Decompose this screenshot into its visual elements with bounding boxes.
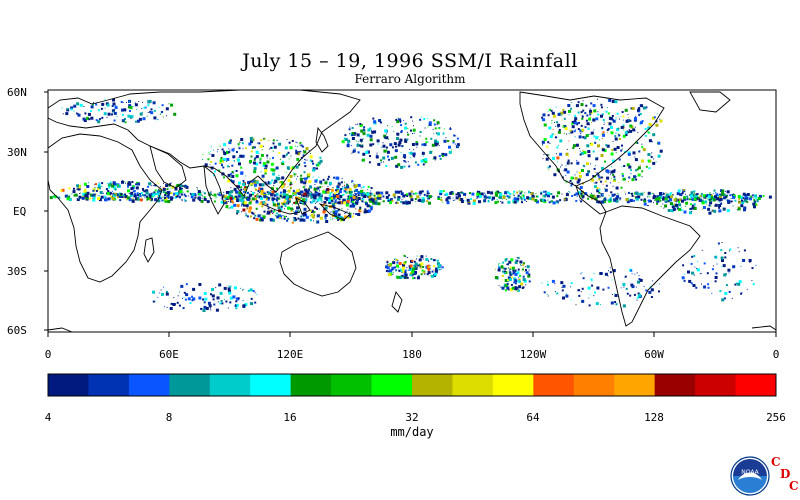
lat-label-60s: 60S	[7, 324, 27, 337]
colorbar-swatch	[452, 374, 494, 396]
noaa-logo: NOAA	[730, 456, 770, 496]
lon-label-60e: 60E	[159, 348, 179, 361]
rainfall-field	[49, 98, 772, 312]
lat-label-eq: EQ	[13, 205, 26, 218]
colorbar-swatch	[209, 374, 251, 396]
colorbar-swatch	[412, 374, 453, 396]
lat-label-30n: 30N	[7, 146, 27, 159]
latitude-axis: 60N 30N EQ 30S 60S	[7, 86, 48, 337]
colorbar-tick-16: 16	[283, 411, 296, 424]
colorbar-swatch	[735, 374, 777, 396]
colorbar-swatch	[48, 374, 89, 396]
colorbar-tick-4: 4	[45, 411, 52, 424]
colorbar-tick-64: 64	[526, 411, 540, 424]
colorbar-swatch	[290, 374, 332, 396]
colorbar-swatch	[128, 374, 170, 396]
colorbar-swatch	[492, 374, 534, 396]
colorbar-swatch	[573, 374, 615, 396]
lon-label-120w: 120W	[520, 348, 547, 361]
lon-label-60w: 60W	[644, 348, 664, 361]
noaa-logo-text: NOAA	[741, 469, 759, 476]
colorbar-swatch	[88, 374, 130, 396]
lon-label-120e: 120E	[277, 348, 304, 361]
colorbar	[48, 374, 777, 396]
lon-label-0-east: 0	[773, 348, 780, 361]
lon-label-180: 180	[402, 348, 422, 361]
map-frame	[48, 90, 776, 332]
cdc-letter-1: C	[771, 455, 781, 469]
colorbar-swatch	[654, 374, 696, 396]
colorbar-ticks: 4 8 16 32 64 128 256	[45, 411, 786, 424]
colorbar-swatch	[331, 374, 373, 396]
colorbar-swatch	[169, 374, 211, 396]
cdc-letter-3: C	[789, 479, 799, 493]
longitude-axis: 0 60E 120E 180 120W 60W 0	[45, 332, 780, 361]
cdc-letter-2: D	[780, 467, 791, 481]
colorbar-tick-8: 8	[166, 411, 173, 424]
map-title: July 15 – 19, 1996 SSM/I Rainfall	[242, 50, 578, 72]
map-subtitle: Ferraro Algorithm	[354, 72, 466, 86]
colorbar-swatch	[533, 374, 575, 396]
coastlines	[47, 89, 777, 333]
lon-label-0: 0	[45, 348, 52, 361]
colorbar-tick-128: 128	[644, 411, 664, 424]
colorbar-tick-256: 256	[766, 411, 786, 424]
colorbar-swatch	[614, 374, 656, 396]
colorbar-unit: mm/day	[390, 425, 434, 439]
colorbar-swatch	[250, 374, 292, 396]
colorbar-tick-32: 32	[405, 411, 418, 424]
lat-label-30s: 30S	[7, 265, 27, 278]
lat-label-60n: 60N	[7, 86, 27, 99]
colorbar-swatch	[371, 374, 413, 396]
colorbar-swatch	[695, 374, 737, 396]
